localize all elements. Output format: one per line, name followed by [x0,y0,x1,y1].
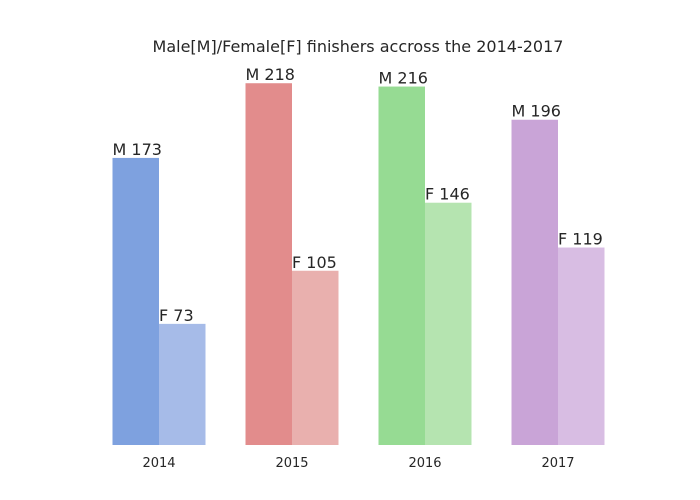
x-tick-label-2014: 2014 [142,456,175,471]
bar-labels-group: M 173 F 73 M 218 F 105 M 216 F 146 M 196 F 119 [113,65,603,325]
chart-title: Male[M]/Female[F] finishers accross the … [153,37,564,56]
bar-f-2017 [558,247,605,445]
bar-label-f-2015: F 105 [292,253,337,272]
bar-label-f-2017: F 119 [558,230,603,249]
bar-label-f-2016: F 146 [425,185,470,204]
bar-f-2014 [159,323,206,445]
bar-m-2017 [511,119,558,445]
x-tick-label-2016: 2016 [408,456,441,471]
bars-group [112,83,605,445]
x-tick-label-2017: 2017 [541,456,574,471]
bar-label-m-2017: M 196 [512,102,561,121]
bar-f-2016 [425,202,472,445]
bar-m-2014 [112,157,159,445]
bar-m-2016 [378,86,425,445]
bar-m-2015 [245,83,292,445]
bar-f-2015 [292,270,339,445]
bar-label-m-2016: M 216 [379,69,428,88]
bar-label-f-2014: F 73 [159,306,194,325]
x-tick-labels-group: 2014 2015 2016 2017 [142,456,574,471]
x-tick-label-2015: 2015 [275,456,308,471]
bar-label-m-2015: M 218 [246,65,295,84]
bar-label-m-2014: M 173 [113,140,162,159]
